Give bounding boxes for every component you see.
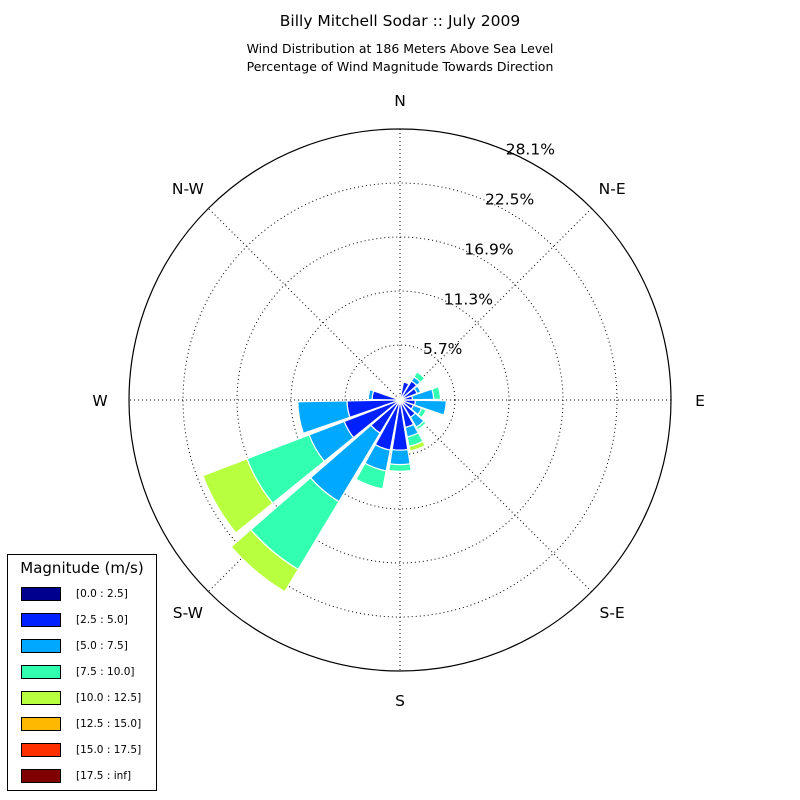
chart-title: Billy Mitchell Sodar :: July 2009 — [279, 12, 521, 30]
wedge-280-bin-1 — [371, 390, 399, 401]
wind-bars — [202, 371, 447, 593]
legend-label: [7.5 : 10.0] — [76, 666, 135, 678]
wedge-180-bin-2 — [389, 448, 411, 466]
direction-label-s-w: S-W — [173, 604, 203, 622]
legend-label: [15.0 : 17.5] — [76, 744, 142, 756]
legend-label: [17.5 : inf] — [76, 770, 132, 782]
direction-label-s: S — [395, 692, 405, 710]
radial-tick-label-4: 22.5% — [485, 191, 534, 209]
wedge-200-bin-3 — [355, 462, 387, 490]
radial-tick-label-5: 28.1% — [506, 141, 555, 159]
wedge-240-bin-4 — [202, 457, 274, 534]
grid-ring-2 — [290, 290, 510, 510]
outer-circle — [128, 128, 672, 672]
legend-swatch — [21, 665, 61, 679]
radial-tick-label-3: 16.9% — [464, 240, 513, 258]
legend: Magnitude (m/s) [0.0 : 2.5] [2.5 : 5.0] [5… — [7, 554, 157, 791]
radial-tick-label-1: 5.7% — [423, 340, 462, 358]
legend-label: [2.5 : 5.0] — [76, 614, 128, 626]
direction-label-n-e: N-E — [599, 180, 626, 198]
wedge-60-bin-2 — [413, 385, 422, 395]
legend-swatch — [21, 639, 61, 653]
legend-label: [0.0 : 2.5] — [76, 588, 128, 600]
chart-subtitle-2: Percentage of Wind Magnitude Towards Dir… — [246, 59, 554, 74]
legend-label: [5.0 : 7.5] — [76, 640, 128, 652]
direction-label-s-e: S-E — [600, 604, 625, 622]
legend-label: [12.5 : 15.0] — [76, 718, 142, 730]
wedge-340-bin-0 — [398, 397, 401, 401]
polar-grid — [128, 128, 672, 672]
wedge-120-bin-3 — [417, 407, 427, 419]
wedge-160-bin-4 — [408, 440, 427, 452]
wedge-100-bin-2 — [413, 399, 447, 416]
wedge-20-bin-1 — [399, 381, 410, 399]
legend-swatch — [21, 743, 61, 757]
radial-tick-label-2: 11.3% — [444, 290, 493, 308]
direction-label-n-w: N-W — [172, 180, 204, 198]
legend-swatch — [21, 769, 61, 783]
legend-title: Magnitude (m/s) — [20, 559, 144, 577]
grid-ring-4 — [182, 182, 618, 618]
wedge-40-bin-3 — [413, 371, 426, 384]
direction-label-n: N — [394, 92, 406, 110]
polar-labels: N N-E E S-E S S-W W N-W 5.7% 11.3% 16.9% 22.5% 28.1% — [92, 92, 705, 710]
legend-swatch — [21, 613, 61, 627]
chart-subtitle-1: Wind Distribution at 186 Meters Above Se… — [246, 41, 554, 56]
direction-label-e: E — [695, 392, 705, 410]
wedge-180-bin-3 — [388, 463, 412, 472]
wedge-140-bin-3 — [415, 420, 428, 431]
wedge-260-bin-2 — [297, 400, 351, 435]
direction-label-w: W — [92, 392, 107, 410]
legend-label: [10.0 : 12.5] — [76, 692, 142, 704]
legend-swatch — [21, 691, 61, 705]
wedge-80-bin-3 — [431, 386, 442, 401]
wedge-280-bin-2 — [367, 388, 375, 401]
wedge-220-bin-4 — [230, 528, 299, 593]
legend-swatch — [21, 717, 61, 731]
legend-swatch — [21, 587, 61, 601]
